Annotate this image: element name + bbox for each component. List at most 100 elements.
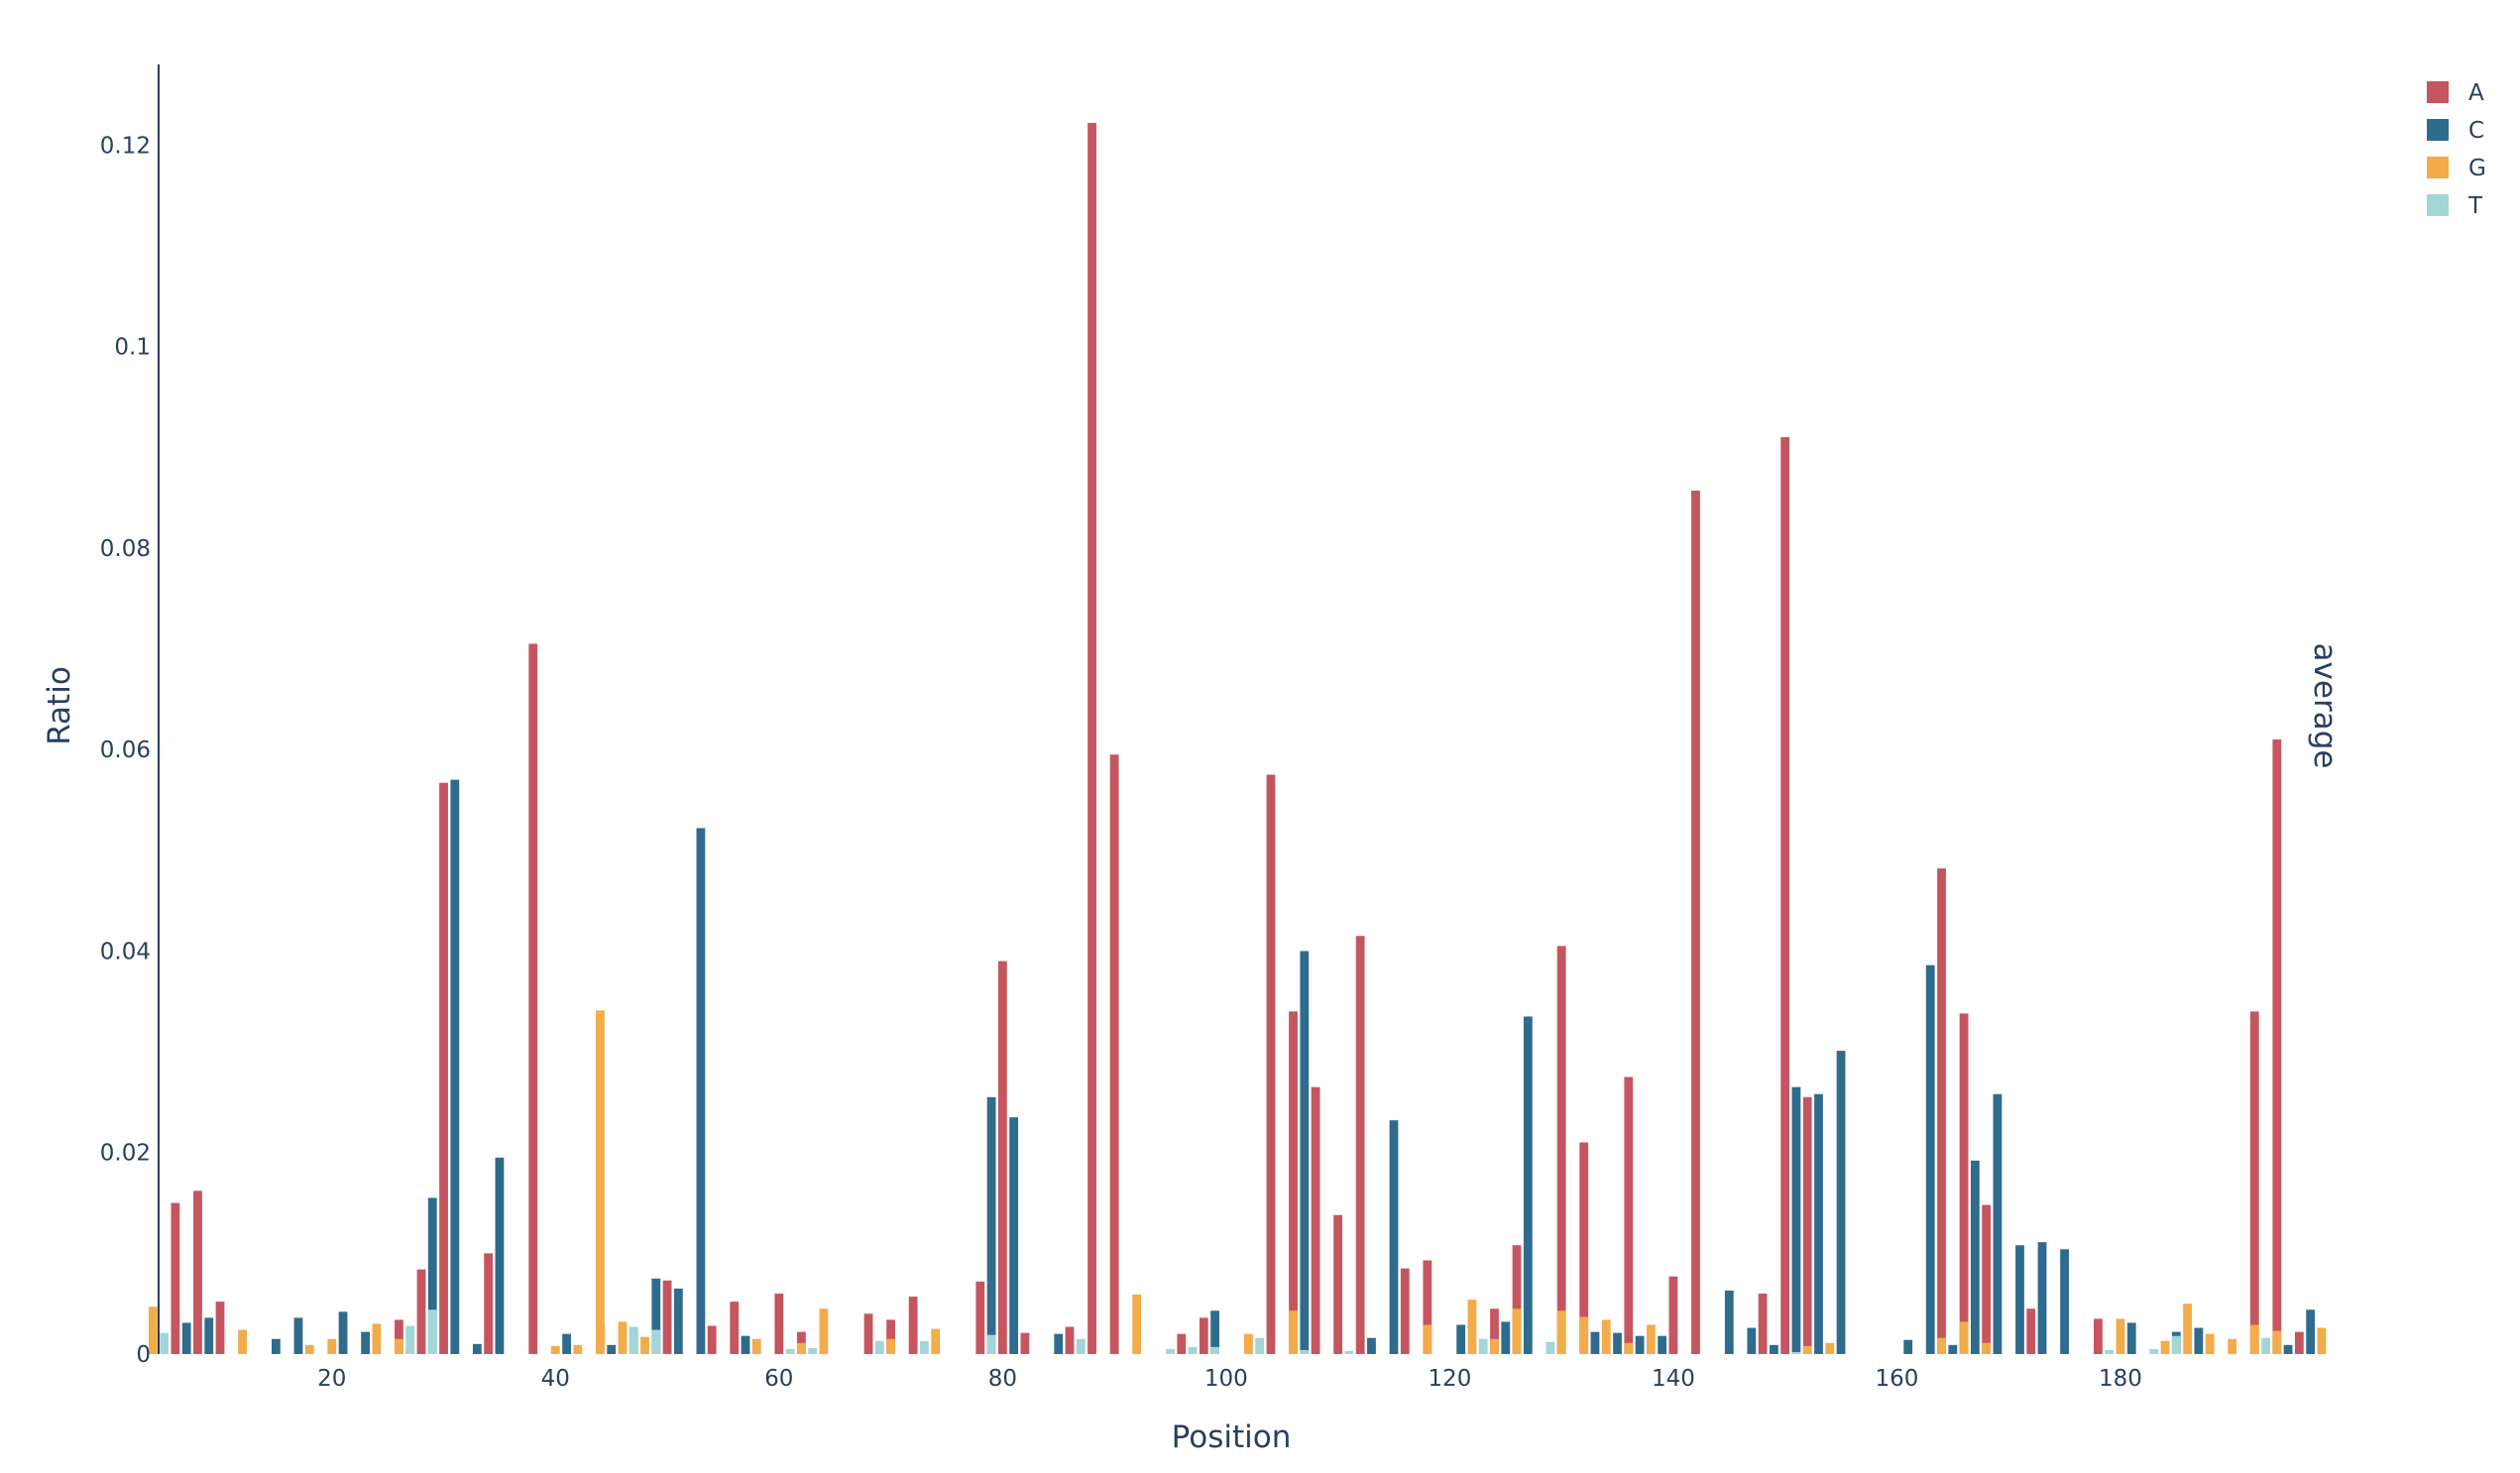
bar-g-pos-184[interactable]	[2160, 1340, 2170, 1354]
bar-g-pos-132[interactable]	[1579, 1316, 1589, 1354]
bar-a-pos-88[interactable]	[1088, 122, 1096, 1355]
bar-g-pos-46[interactable]	[618, 1321, 628, 1354]
bar-c-pos-45[interactable]	[607, 1344, 617, 1354]
bar-g-pos-180[interactable]	[2116, 1318, 2125, 1354]
bar-a-pos-68[interactable]	[863, 1313, 873, 1354]
bar-g-pos-118[interactable]	[1423, 1324, 1432, 1354]
bar-a-pos-80[interactable]	[997, 961, 1007, 1354]
bar-a-pos-140[interactable]	[1668, 1276, 1678, 1354]
bar-a-pos-98[interactable]	[1199, 1317, 1208, 1354]
bar-g-pos-122[interactable]	[1467, 1300, 1477, 1354]
bar-a-pos-34[interactable]	[484, 1253, 494, 1354]
bar-c-pos-135[interactable]	[1613, 1332, 1622, 1354]
bar-t-pos-103[interactable]	[1255, 1337, 1265, 1354]
bar-a-pos-72[interactable]	[908, 1297, 918, 1354]
bar-a-pos-104[interactable]	[1266, 774, 1276, 1354]
bar-g-pos-164[interactable]	[1937, 1337, 1946, 1354]
bar-g-pos-12[interactable]	[238, 1329, 247, 1354]
bar-a-pos-54[interactable]	[707, 1325, 717, 1354]
bar-c-pos-41[interactable]	[562, 1333, 571, 1354]
bar-t-pos-63[interactable]	[808, 1347, 818, 1354]
bar-g-pos-190[interactable]	[2228, 1338, 2237, 1354]
bar-a-pos-172[interactable]	[2026, 1308, 2036, 1354]
bar-c-pos-175[interactable]	[2060, 1249, 2069, 1354]
bar-g-pos-26[interactable]	[395, 1338, 403, 1354]
bar-c-pos-57[interactable]	[741, 1335, 750, 1354]
bar-t-pos-73[interactable]	[920, 1340, 929, 1354]
bar-a-pos-116[interactable]	[1400, 1268, 1410, 1354]
bar-g-pos-126[interactable]	[1512, 1308, 1522, 1354]
bar-g-pos-64[interactable]	[819, 1308, 829, 1354]
bar-t-pos-129[interactable]	[1546, 1341, 1555, 1354]
bar-g-pos-186[interactable]	[2183, 1303, 2192, 1354]
bar-a-pos-166[interactable]	[1959, 1013, 1969, 1354]
bar-c-pos-165[interactable]	[1948, 1344, 1958, 1354]
bar-t-pos-29[interactable]	[427, 1309, 437, 1354]
bar-c-pos-31[interactable]	[450, 779, 460, 1354]
bar-g-pos-166[interactable]	[1959, 1321, 1969, 1354]
bar-t-pos-183[interactable]	[2149, 1348, 2159, 1354]
bar-c-pos-79[interactable]	[986, 1096, 996, 1354]
bar-g-pos-70[interactable]	[886, 1338, 895, 1354]
bar-t-pos-185[interactable]	[2171, 1335, 2181, 1354]
bar-c-pos-125[interactable]	[1501, 1321, 1511, 1354]
bar-c-pos-145[interactable]	[1724, 1290, 1734, 1354]
bar-g-pos-48[interactable]	[640, 1336, 649, 1354]
bar-t-pos-97[interactable]	[1188, 1346, 1198, 1354]
bar-a-pos-90[interactable]	[1109, 754, 1119, 1354]
bar-a-pos-118[interactable]	[1423, 1260, 1432, 1354]
bar-c-pos-153[interactable]	[1814, 1093, 1823, 1354]
bar-c-pos-115[interactable]	[1389, 1120, 1399, 1354]
bar-g-pos-18[interactable]	[304, 1344, 314, 1354]
bar-c-pos-85[interactable]	[1054, 1333, 1064, 1354]
bar-t-pos-111[interactable]	[1344, 1350, 1354, 1354]
bar-c-pos-33[interactable]	[472, 1343, 482, 1354]
bar-c-pos-113[interactable]	[1367, 1337, 1376, 1354]
bar-g-pos-42[interactable]	[573, 1344, 583, 1354]
bar-g-pos-130[interactable]	[1556, 1310, 1566, 1354]
bar-t-pos-47[interactable]	[629, 1326, 638, 1354]
bar-c-pos-107[interactable]	[1300, 951, 1310, 1354]
bar-t-pos-123[interactable]	[1478, 1338, 1488, 1354]
bar-c-pos-161[interactable]	[1903, 1339, 1913, 1354]
bar-g-pos-134[interactable]	[1601, 1319, 1611, 1354]
legend-item-g[interactable]: G	[2427, 156, 2486, 181]
bar-g-pos-154[interactable]	[1825, 1342, 1835, 1354]
legend-item-t[interactable]: T	[2427, 193, 2483, 219]
bar-a-pos-192[interactable]	[2249, 1011, 2259, 1354]
legend-item-c[interactable]: C	[2427, 118, 2484, 144]
bar-a-pos-8[interactable]	[193, 1190, 202, 1354]
bar-a-pos-142[interactable]	[1691, 490, 1700, 1354]
bar-g-pos-44[interactable]	[596, 1010, 605, 1354]
bar-g-pos-168[interactable]	[1982, 1342, 1992, 1354]
bar-a-pos-96[interactable]	[1177, 1333, 1187, 1354]
bar-c-pos-133[interactable]	[1590, 1331, 1600, 1354]
bar-a-pos-78[interactable]	[975, 1281, 985, 1354]
bar-a-pos-28[interactable]	[416, 1269, 426, 1354]
bar-t-pos-61[interactable]	[785, 1348, 795, 1354]
bar-a-pos-112[interactable]	[1355, 936, 1365, 1354]
bar-a-pos-110[interactable]	[1333, 1214, 1343, 1354]
bar-c-pos-21[interactable]	[338, 1311, 348, 1354]
bar-a-pos-70[interactable]	[886, 1319, 895, 1354]
bar-c-pos-49[interactable]	[651, 1278, 661, 1354]
bar-t-pos-69[interactable]	[874, 1340, 884, 1354]
bar-c-pos-15[interactable]	[272, 1338, 281, 1354]
bar-g-pos-92[interactable]	[1132, 1295, 1142, 1354]
bar-a-pos-26[interactable]	[395, 1319, 403, 1354]
bar-g-pos-198[interactable]	[2317, 1327, 2327, 1354]
bar-g-pos-74[interactable]	[931, 1328, 941, 1354]
bar-t-pos-5[interactable]	[160, 1332, 170, 1354]
bar-c-pos-187[interactable]	[2194, 1327, 2204, 1354]
bar-a-pos-152[interactable]	[1802, 1096, 1812, 1354]
bar-g-pos-194[interactable]	[2272, 1330, 2282, 1354]
bar-c-pos-121[interactable]	[1456, 1324, 1466, 1354]
bar-c-pos-171[interactable]	[2015, 1245, 2024, 1354]
bar-c-pos-139[interactable]	[1658, 1335, 1667, 1354]
bar-t-pos-99[interactable]	[1210, 1346, 1219, 1354]
bar-g-pos-106[interactable]	[1289, 1310, 1298, 1354]
bar-c-pos-173[interactable]	[2037, 1242, 2047, 1354]
bar-g-pos-138[interactable]	[1646, 1324, 1656, 1354]
bar-g-pos-62[interactable]	[796, 1342, 806, 1354]
